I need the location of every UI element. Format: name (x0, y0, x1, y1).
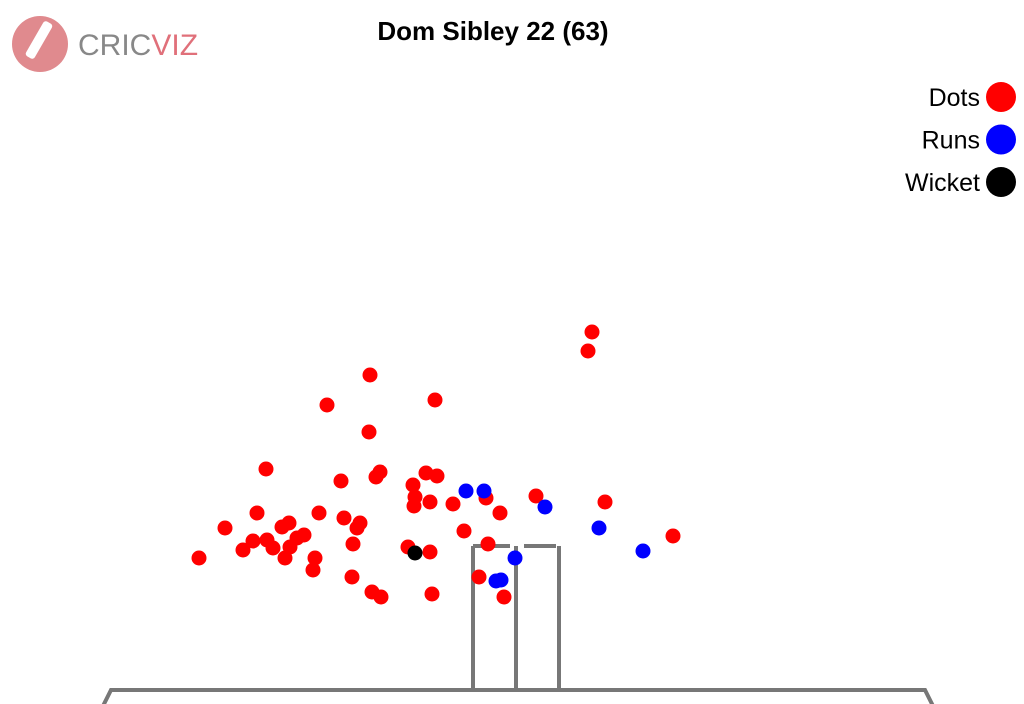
point (422, 494, 438, 510)
legend-swatch (986, 82, 1016, 112)
point (277, 550, 293, 566)
legend-label: Dots (929, 84, 980, 112)
point (407, 545, 423, 561)
point (406, 498, 422, 514)
point (537, 499, 553, 515)
point (507, 550, 523, 566)
point (235, 542, 251, 558)
point (429, 468, 445, 484)
point (305, 562, 321, 578)
legend-swatch (986, 124, 1016, 155)
legend-swatch (986, 167, 1016, 197)
point (445, 496, 461, 512)
point (307, 550, 323, 566)
point (265, 540, 281, 556)
point (476, 483, 492, 499)
point (493, 572, 509, 588)
point (471, 569, 487, 585)
legend-label: Wicket (905, 169, 980, 197)
point (580, 343, 596, 359)
point (492, 505, 508, 521)
point (349, 520, 365, 536)
point (245, 533, 261, 549)
point (311, 505, 327, 521)
point (422, 544, 438, 560)
logo-bat (25, 21, 53, 59)
point (373, 589, 389, 605)
point (456, 523, 472, 539)
logo: CRICVIZ (12, 16, 198, 72)
point (665, 528, 681, 544)
logo-part: VIZ (151, 29, 198, 62)
point (336, 510, 352, 526)
point (480, 536, 496, 552)
point (319, 397, 335, 413)
point (191, 550, 207, 566)
point (427, 392, 443, 408)
point (424, 586, 440, 602)
chart-title: Dom Sibley 22 (63) (377, 16, 608, 46)
point (405, 477, 421, 493)
pitch (101, 688, 935, 704)
point (635, 543, 651, 559)
point (591, 520, 607, 536)
legend-label: Runs (922, 127, 980, 155)
point (496, 589, 512, 605)
point (217, 520, 233, 536)
point (362, 367, 378, 383)
point (258, 461, 274, 477)
point (344, 569, 360, 585)
point (584, 324, 600, 340)
point (597, 494, 613, 510)
point (333, 473, 349, 489)
logo-part: CRIC (78, 29, 151, 62)
point (274, 519, 290, 535)
point (345, 536, 361, 552)
point (458, 483, 474, 499)
point (528, 488, 544, 504)
point (368, 469, 384, 485)
stumps-and-pitch (101, 544, 935, 704)
point (361, 424, 377, 440)
point (249, 505, 265, 521)
logo-text: CRICVIZ (78, 29, 198, 62)
